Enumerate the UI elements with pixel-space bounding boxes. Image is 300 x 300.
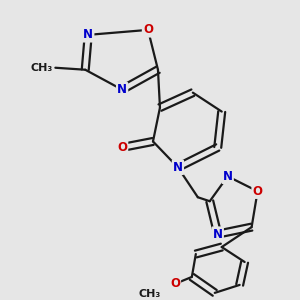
Text: O: O — [143, 23, 153, 36]
Text: N: N — [83, 28, 93, 41]
Text: O: O — [170, 278, 180, 290]
Text: N: N — [117, 83, 127, 96]
Text: O: O — [253, 185, 262, 198]
Text: N: N — [173, 161, 183, 174]
Text: N: N — [213, 228, 223, 241]
Text: CH₃: CH₃ — [30, 63, 52, 73]
Text: CH₃: CH₃ — [139, 289, 161, 299]
Text: O: O — [117, 141, 127, 154]
Text: N: N — [223, 170, 233, 183]
